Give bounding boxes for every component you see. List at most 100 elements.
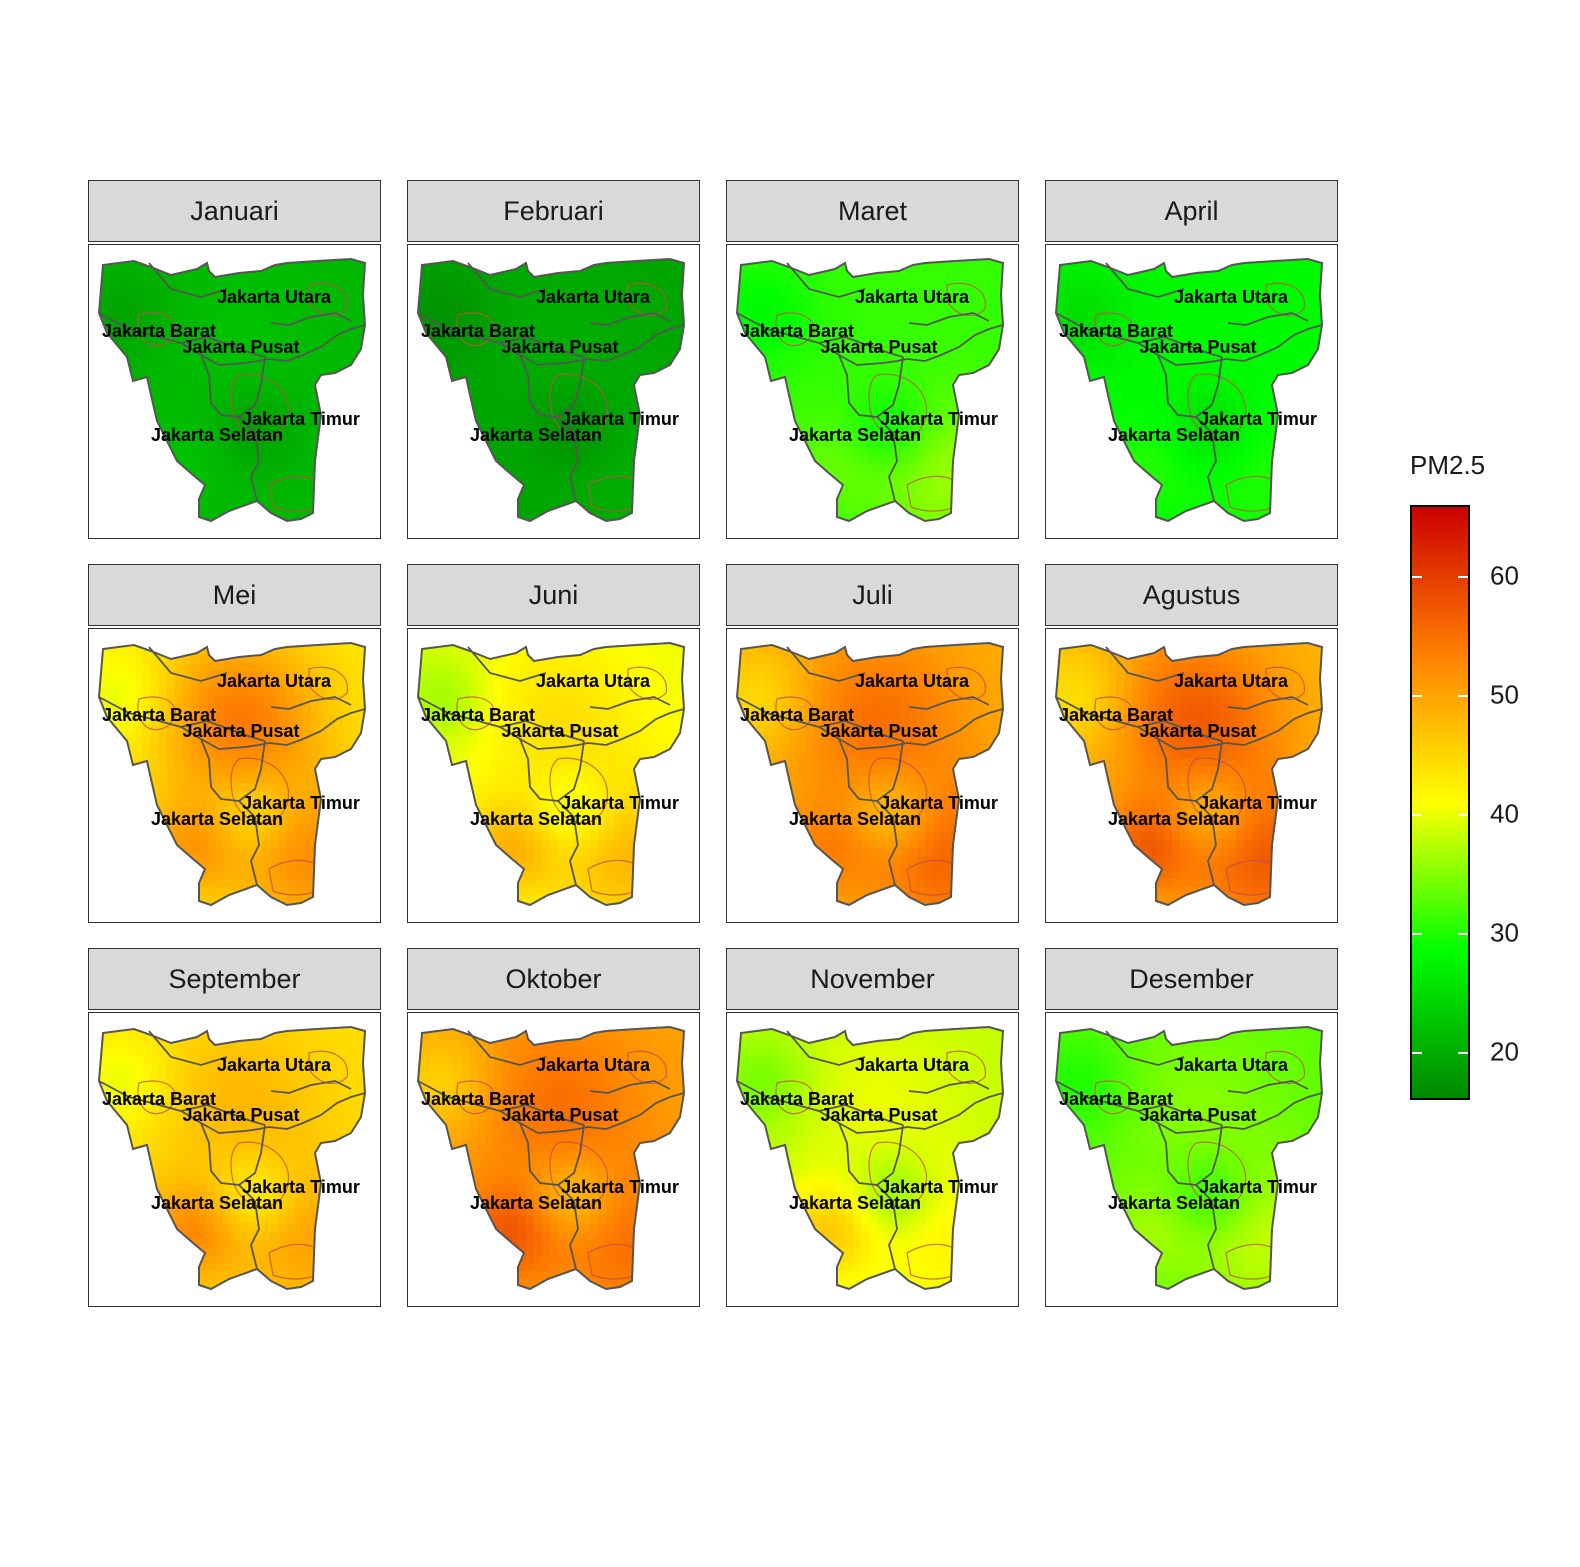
region-label: Jakarta Pusat <box>820 337 937 357</box>
region-label: Jakarta Barat <box>1059 705 1173 725</box>
legend-tick-label: 50 <box>1490 679 1519 710</box>
region-label: Jakarta Utara <box>855 287 970 307</box>
contour-line <box>868 373 928 440</box>
district-border <box>838 324 1004 366</box>
district-border <box>180 1104 266 1126</box>
facet-strip-label: Desember <box>1045 948 1338 1010</box>
region-label: Jakarta Selatan <box>151 1193 283 1213</box>
region-label: Jakarta Selatan <box>470 809 602 829</box>
contour-line <box>775 312 814 347</box>
district-border <box>1195 1124 1223 1186</box>
contour-line <box>1094 696 1133 731</box>
legend-tick-mark <box>1458 933 1468 935</box>
contour-line <box>137 1080 176 1115</box>
facet-strip-label: Agustus <box>1045 564 1338 626</box>
contour-line <box>627 282 668 317</box>
district-border <box>519 708 685 750</box>
contour-line <box>1265 1050 1306 1085</box>
region-label: Jakarta Pusat <box>1139 337 1256 357</box>
district-border <box>876 356 904 418</box>
contour-line <box>456 696 495 731</box>
district-border <box>589 312 671 326</box>
district-border <box>1105 1030 1185 1066</box>
map-plot-area: Jakarta Utara Jakarta Barat Jakarta Pusat J… <box>1045 244 1338 539</box>
district-border <box>876 740 904 802</box>
district-border <box>1157 1092 1323 1134</box>
legend-title: PM2.5 <box>1410 450 1486 480</box>
district-border <box>200 708 366 750</box>
map-plot-area: Jakarta Utara Jakarta Barat Jakarta Pusat J… <box>1045 628 1338 923</box>
legend-tick-mark <box>1412 1052 1422 1054</box>
legend-tick-label: 20 <box>1490 1036 1519 1067</box>
city-outline <box>97 641 367 907</box>
district-border <box>589 696 671 710</box>
city-outline <box>97 1025 367 1291</box>
legend-colorbar <box>1410 505 1470 1100</box>
contour-line <box>308 1050 349 1085</box>
contour-line <box>946 282 987 317</box>
district-border <box>1055 1080 1217 1270</box>
map-plot-area: Jakarta Utara Jakarta Barat Jakarta Pusat J… <box>1045 1012 1338 1307</box>
region-label: Jakarta Selatan <box>1108 1193 1240 1213</box>
contour-line <box>627 666 668 701</box>
district-border <box>876 1124 904 1186</box>
district-border <box>838 1092 1004 1134</box>
district-border <box>148 1030 228 1066</box>
district-border <box>467 646 547 682</box>
legend-tick-mark <box>1412 814 1422 816</box>
contour-line <box>230 1141 290 1208</box>
facet-strip-label: November <box>726 948 1019 1010</box>
district-border <box>736 696 898 886</box>
district-border <box>557 740 585 802</box>
city-outline <box>735 641 1005 907</box>
legend-tick-mark <box>1458 1052 1468 1054</box>
region-label: Jakarta Barat <box>421 705 535 725</box>
district-border <box>499 720 585 742</box>
city-outline <box>416 641 686 907</box>
region-label: Jakarta Utara <box>1174 1055 1289 1075</box>
region-label: Jakarta Utara <box>536 1055 651 1075</box>
district-border <box>736 312 898 502</box>
map-plot-area: Jakarta Utara Jakarta Barat Jakarta Pusat J… <box>407 244 700 539</box>
contour-line <box>456 1080 495 1115</box>
district-border <box>238 740 266 802</box>
district-border <box>417 1080 579 1270</box>
legend-tick-mark <box>1458 576 1468 578</box>
district-border <box>180 336 266 358</box>
district-border <box>499 1104 585 1126</box>
city-outline <box>416 257 686 523</box>
region-label: Jakarta Selatan <box>151 809 283 829</box>
district-border <box>1105 262 1185 298</box>
legend-tick-mark <box>1412 933 1422 935</box>
district-border <box>908 696 990 710</box>
region-label: Jakarta Timur <box>880 409 998 429</box>
contour-line <box>1265 666 1306 701</box>
region-label: Jakarta Utara <box>536 671 651 691</box>
region-label: Jakarta Selatan <box>1108 425 1240 445</box>
district-border <box>519 1092 685 1134</box>
region-label: Jakarta Timur <box>242 793 360 813</box>
facet-strip-label: Juli <box>726 564 1019 626</box>
district-border <box>1227 312 1309 326</box>
region-label: Jakarta Timur <box>880 1177 998 1197</box>
legend-tick-mark <box>1412 695 1422 697</box>
region-label: Jakarta Timur <box>561 793 679 813</box>
region-label: Jakarta Selatan <box>470 1193 602 1213</box>
district-border <box>1055 312 1217 502</box>
district-border <box>1195 356 1223 418</box>
city-outline <box>1054 1025 1324 1291</box>
region-label: Jakarta Barat <box>1059 321 1173 341</box>
contour-line <box>230 373 290 440</box>
facet-strip-label: Januari <box>88 180 381 242</box>
contour-line <box>1094 312 1133 347</box>
contour-line <box>1094 1080 1133 1115</box>
city-outline <box>735 257 1005 523</box>
legend-tick-mark <box>1458 814 1468 816</box>
legend-tick-mark <box>1412 576 1422 578</box>
